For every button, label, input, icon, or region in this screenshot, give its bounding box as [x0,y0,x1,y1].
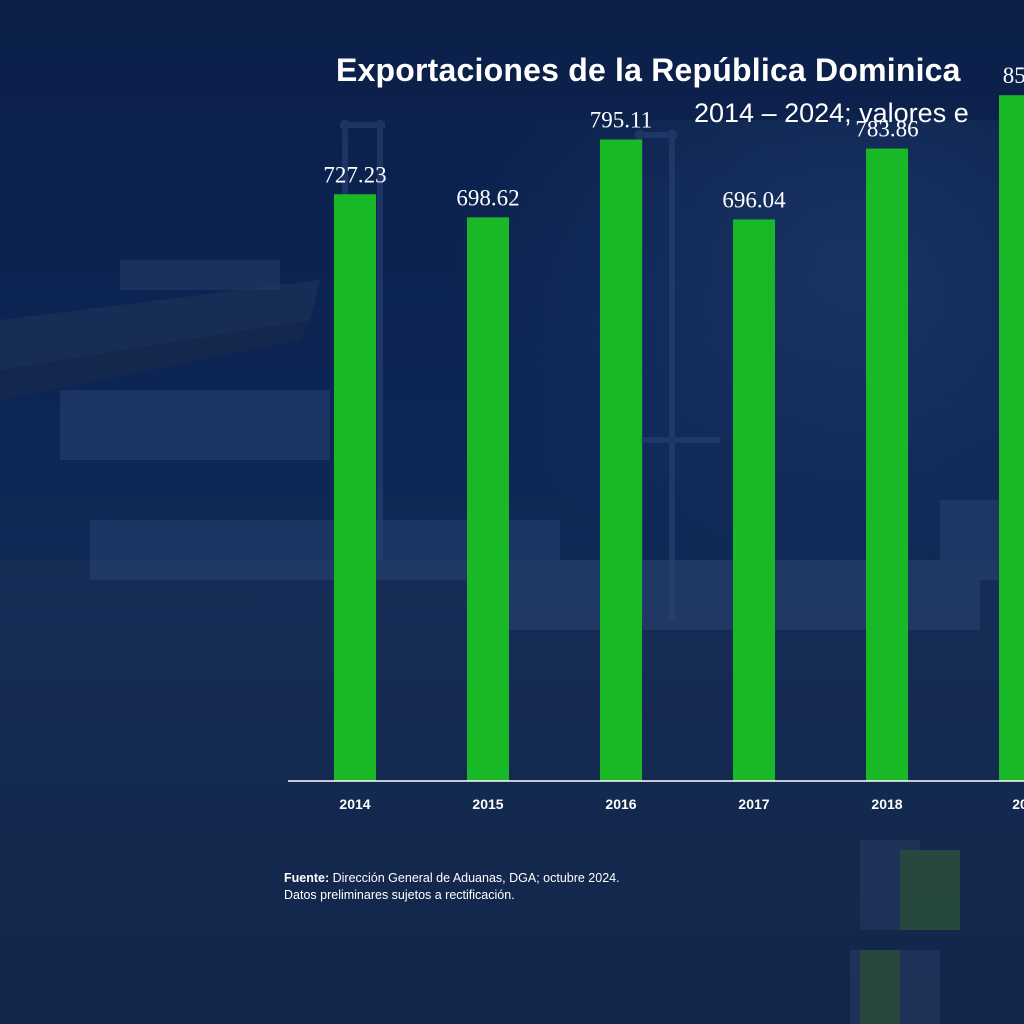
chart-title: Exportaciones de la República Dominica [336,52,961,88]
source-note: Fuente: Dirección General de Aduanas, DG… [284,870,620,904]
data-label-2016: 795.11 [590,107,652,132]
bar-2014 [334,194,376,781]
x-tick-2015: 2015 [472,796,503,812]
bar-2015 [467,217,509,781]
bar-2016 [600,139,642,782]
source-label: Fuente: [284,871,330,885]
data-label-2017: 696.04 [722,187,786,212]
source-text: Dirección General de Aduanas, DGA; octub… [329,871,620,885]
x-tick-2014: 2014 [339,796,370,812]
data-label-20: 850 [1003,63,1024,88]
data-label-2014: 727.23 [323,162,386,187]
x-tick-2018: 2018 [871,796,902,812]
port-deck [0,560,1024,1024]
preliminary-note: Datos preliminares sujetos a rectificaci… [284,888,515,902]
data-label-2015: 698.62 [456,185,519,210]
data-label-2018: 783.86 [855,117,918,142]
bar-2018 [866,148,908,781]
x-tick-20: 20 [1012,796,1024,812]
ship-silhouette [0,260,320,400]
x-tick-2017: 2017 [738,796,769,812]
bar-2017 [733,219,775,782]
chart-subtitle: 2014 – 2024; valores e [694,98,969,128]
bar-20 [999,95,1024,782]
x-tick-2016: 2016 [605,796,636,812]
